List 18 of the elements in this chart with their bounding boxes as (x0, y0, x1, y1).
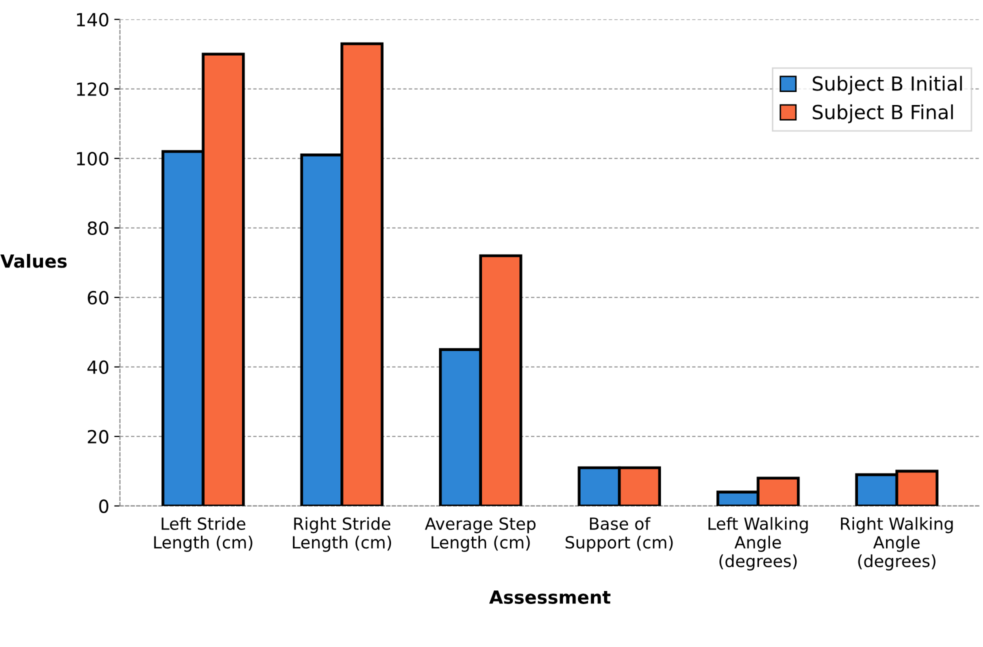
x-tick-label: Left Walking Angle (degrees) (708, 517, 808, 571)
y-tick-label: 80 (88, 221, 108, 236)
x-axis-title: Assessment (489, 590, 610, 604)
x-tick-label: Average Step Length (cm) (424, 517, 536, 552)
legend-label: Subject B Initial (812, 76, 962, 95)
y-tick-label: 100 (77, 152, 108, 166)
x-tick-label: Base of Support (cm) (566, 517, 673, 552)
x-tick-label: Right Stride Length (cm) (292, 517, 392, 552)
x-tick-label: Right Walking Angle (degrees) (841, 517, 953, 571)
y-axis-title: Values (0, 254, 67, 268)
y-tick-label: 140 (77, 12, 108, 27)
x-tick-label: Left Stride Length (cm) (154, 517, 252, 552)
y-tick-label: 40 (87, 360, 108, 374)
y-tick-label: 60 (88, 290, 108, 305)
y-tick-label: 120 (77, 82, 108, 96)
y-tick-label: 20 (88, 430, 108, 444)
y-tick-label: 0 (99, 499, 108, 514)
legend-label: Subject B Final (812, 104, 953, 124)
